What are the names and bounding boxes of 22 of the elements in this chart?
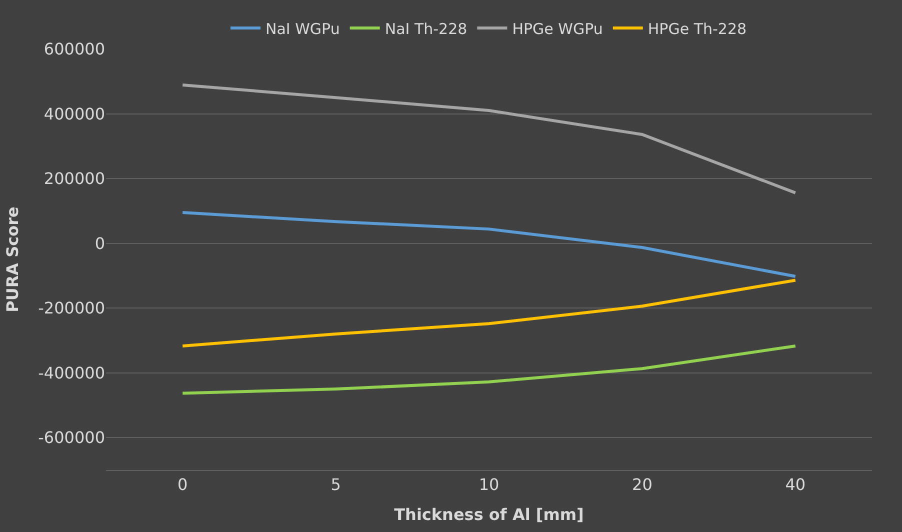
y-tick-label: 600000 xyxy=(44,40,105,59)
x-axis-title: Thickness of Al [mm] xyxy=(394,504,584,524)
x-tick-label: 20 xyxy=(632,475,652,494)
y-tick-label: -600000 xyxy=(38,428,105,448)
y-tick-label: -400000 xyxy=(38,363,105,382)
line-series xyxy=(181,344,797,395)
legend-label: NaI Th-228 xyxy=(384,20,468,38)
y-tick-label: 200000 xyxy=(44,169,105,188)
x-tick-label: 0 xyxy=(178,475,188,494)
line-series xyxy=(181,278,797,348)
line-series xyxy=(181,83,797,194)
x-tick-label: 10 xyxy=(478,475,500,494)
y-tick-label: 0 xyxy=(94,234,105,253)
y-tick-label: 400000 xyxy=(44,104,105,124)
legend-label: HPGe WGPu xyxy=(512,20,603,38)
legend-label: HPGe Th-228 xyxy=(648,20,747,38)
x-tick-label: 5 xyxy=(330,475,341,494)
legend-label: NaI WGPu xyxy=(266,20,340,38)
line-series xyxy=(181,211,797,278)
y-axis-title: PURA Score xyxy=(3,206,22,312)
y-tick-label: -200000 xyxy=(38,298,105,318)
x-tick-label: 40 xyxy=(785,475,806,494)
